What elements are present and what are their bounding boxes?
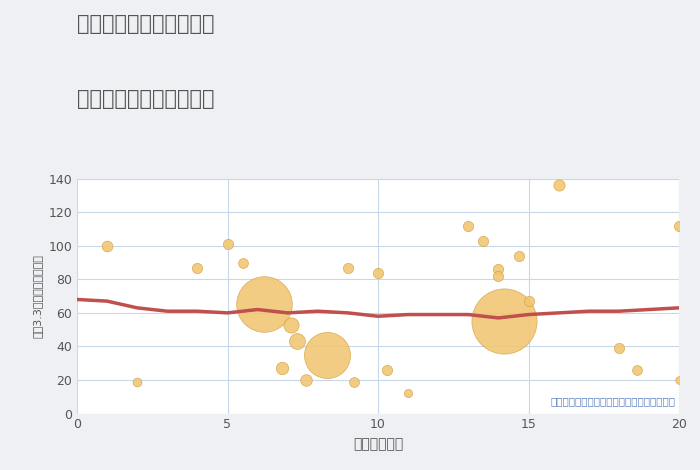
Text: 駅距離別中古戸建て価格: 駅距離別中古戸建て価格 — [77, 89, 214, 110]
X-axis label: 駅距離（分）: 駅距離（分） — [353, 437, 403, 451]
Point — [523, 298, 534, 305]
Point — [613, 345, 624, 352]
Point — [285, 321, 296, 329]
Point — [631, 366, 643, 374]
Point — [132, 378, 143, 385]
Point — [499, 318, 510, 325]
Y-axis label: 坪（3.3㎡）単価（万円）: 坪（3.3㎡）単価（万円） — [33, 254, 43, 338]
Text: 円の大きさは、取引のあった物件面積を示す: 円の大きさは、取引のあった物件面積を示す — [551, 397, 676, 407]
Text: 岐阜県各務原市下切町の: 岐阜県各務原市下切町の — [77, 14, 214, 34]
Point — [493, 266, 504, 273]
Point — [514, 252, 525, 259]
Point — [402, 390, 414, 397]
Point — [291, 337, 302, 345]
Point — [673, 376, 685, 384]
Point — [493, 272, 504, 280]
Point — [342, 264, 354, 271]
Point — [463, 222, 474, 229]
Point — [222, 240, 233, 248]
Point — [300, 376, 312, 384]
Point — [276, 365, 287, 372]
Point — [553, 181, 564, 189]
Point — [477, 237, 489, 244]
Point — [102, 242, 113, 250]
Point — [382, 366, 393, 374]
Point — [349, 378, 360, 385]
Point — [192, 264, 203, 271]
Point — [673, 222, 685, 229]
Point — [321, 351, 332, 359]
Point — [372, 269, 384, 276]
Point — [258, 301, 270, 308]
Point — [237, 259, 248, 266]
